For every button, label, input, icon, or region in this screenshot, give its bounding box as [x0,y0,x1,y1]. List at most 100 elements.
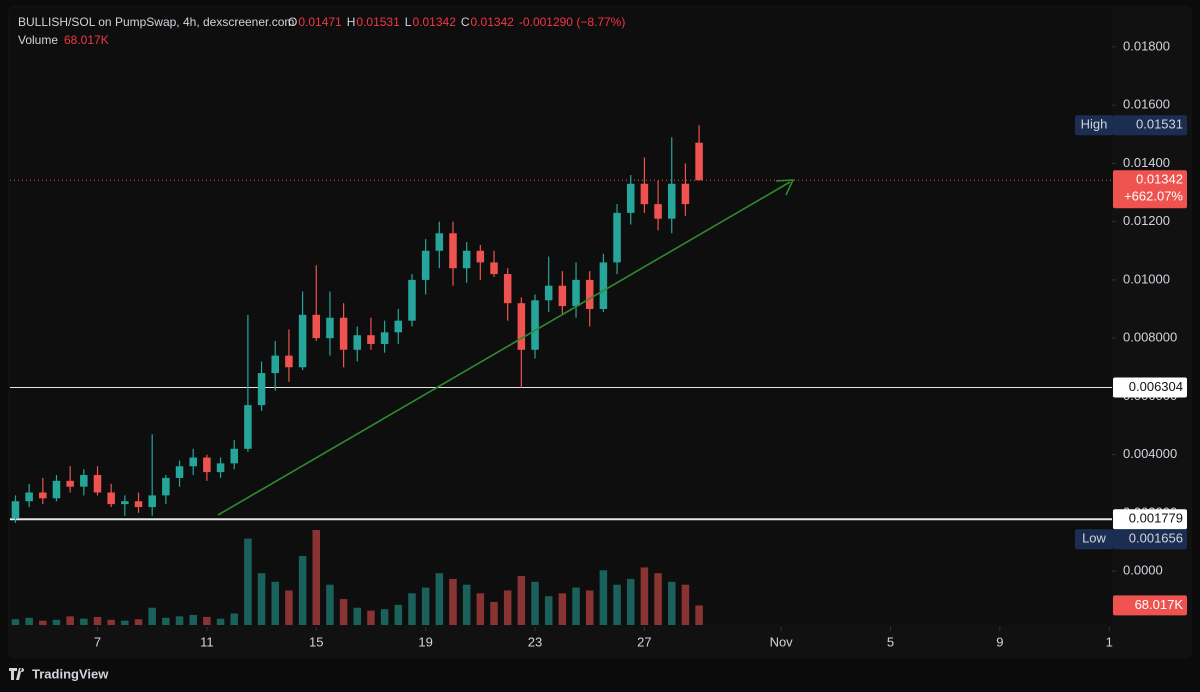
candle-body [408,279,416,321]
volume-bar [39,620,47,625]
candle-body [39,492,47,499]
x-tick-label: 1 [1106,634,1113,649]
volume-bar [544,596,553,625]
volume-bar [613,584,621,625]
low-value: 0.001656 [1129,531,1183,546]
x-tick-label: 5 [887,634,894,649]
ohlc-value: 0.01531 [356,15,400,29]
candle-body [476,250,485,263]
candle-body [298,314,307,368]
last-price-badge [1113,170,1187,209]
volume-bar [476,593,485,625]
volume-bar [285,590,293,625]
volume-bar [52,619,61,625]
candle-body [517,303,526,350]
trend-arrow [775,179,795,196]
volume-bar [585,590,594,625]
volume-bar [66,616,74,625]
volume-bar [654,573,662,625]
candle-body [175,466,184,478]
candle-body [503,274,512,304]
candle-body [462,250,471,269]
y-tick-label: 0.0000 [1123,563,1163,578]
y-tick-label: 0.008000 [1123,330,1177,345]
plot-area [10,8,1112,625]
volume-bar [503,590,512,625]
volume-bar [121,620,129,625]
logo-icon [9,668,25,680]
last-price: 0.01342 [1136,172,1183,187]
brand: TradingView [32,666,109,681]
candle-body [121,501,129,505]
volume-bar [11,619,20,625]
volume-bar [531,581,539,625]
volume-bar [148,607,156,625]
volume-bar [134,619,143,625]
candle-body [558,285,567,307]
badge-bg [1113,529,1187,550]
volume-bar [449,578,457,625]
volume-bar [271,581,280,625]
level-badge [1113,377,1187,398]
candle-body [394,320,403,333]
volume-bar [558,593,567,625]
y-tick-label: 0.01000 [1123,271,1170,286]
ohlc-value: 0.01342 [412,15,456,29]
candle-body [257,373,266,406]
candle-body [203,457,211,473]
candle-body [640,183,649,205]
candle-body [367,335,375,344]
badge-bg [1113,115,1187,136]
level-label: 0.006304 [1129,379,1183,394]
candle-body [667,183,676,219]
candle-body [353,335,362,350]
volume-bar [312,530,321,625]
volume-bar [80,618,88,625]
candle-body [80,475,88,487]
volume-bar [421,587,430,625]
candle-body [244,405,252,449]
volume-bar [298,555,307,625]
volume-bar [175,616,184,625]
candle-body [271,355,280,374]
volume-bar [25,617,33,625]
high-key: High [1081,117,1108,132]
volume-bar [162,617,170,625]
candle-body [695,142,703,181]
volume-bar [640,567,649,625]
volume-bar [107,619,115,625]
volume-bar [408,593,416,625]
candle-body [25,492,33,502]
volume-legend-label: Volume [18,33,58,47]
candle-body [585,279,594,310]
low-key-bg [1075,529,1113,550]
plot-layer: 0.00000.0020000.0040000.0060000.0080000.… [10,8,1187,649]
low-key: Low [1082,531,1106,546]
volume-bar [380,609,389,625]
candle-body [613,212,621,263]
level-label: 0.001779 [1129,511,1183,526]
candle-body [107,492,115,505]
candle-body [572,279,580,307]
x-tick-label: Nov [770,634,794,649]
candle-body [421,250,430,280]
candle-body [134,501,143,508]
change: -0.001290 (−8.77%) [519,15,625,29]
volume-bar [490,601,498,625]
volume-bar [367,610,375,625]
x-tick-label: 27 [637,634,651,649]
candle-body [339,317,348,350]
candle-body [449,233,457,269]
volume-last: 68.017K [1135,597,1184,612]
x-tick-label: 9 [996,634,1003,649]
volume-bar [695,605,703,625]
volume-bar [93,616,102,625]
level-badge [1113,509,1187,530]
candle-body [435,233,444,251]
candle-body [93,475,102,493]
volume-bar [216,618,225,625]
volume-bar [257,573,266,625]
x-tick-label: 15 [309,634,323,649]
